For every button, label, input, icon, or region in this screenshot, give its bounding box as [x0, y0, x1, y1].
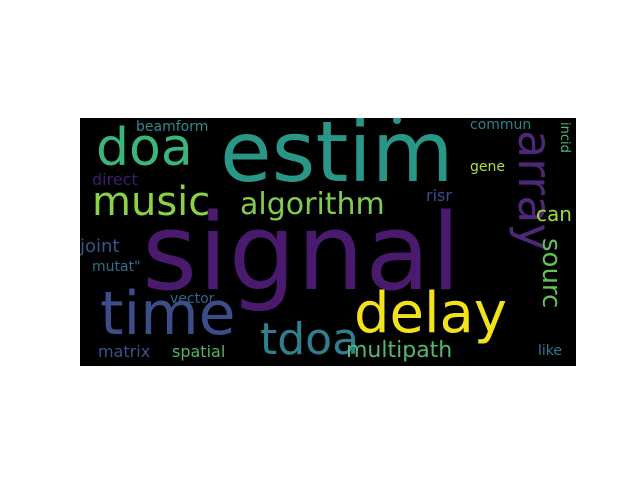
word-array: array	[508, 130, 562, 251]
word-music: music	[92, 179, 211, 225]
word-algorithm: algorithm	[240, 187, 385, 222]
word-tdoa: tdoa	[260, 314, 360, 365]
word-commun: commun	[470, 118, 532, 133]
word-delay: delay	[354, 281, 508, 346]
word-spatial: spatial	[172, 342, 226, 361]
word-estim: estim	[220, 118, 454, 201]
word-risr: risr	[426, 186, 452, 205]
word-incid: incid	[557, 122, 572, 153]
word-gene: gene	[470, 159, 505, 175]
word-beamform: beamform	[136, 119, 209, 135]
word-multipath: multipath	[346, 338, 453, 363]
word-doa: doa	[96, 118, 193, 178]
word-joint: joint	[80, 236, 120, 257]
word-cloud-panel: doa estim beamform commun incid gene arr…	[80, 118, 576, 366]
dot-mark	[393, 118, 401, 124]
word-time: time	[100, 279, 236, 349]
word-can: can	[536, 202, 572, 226]
word-sourc: sourc	[536, 238, 566, 309]
word-mutat: mutat"	[92, 259, 141, 275]
word-signal: signal	[142, 191, 462, 314]
word-matrix: matrix	[98, 342, 151, 361]
word-direct: direct	[92, 170, 138, 189]
word-vector: vector	[170, 291, 215, 307]
word-like: like	[538, 343, 563, 359]
